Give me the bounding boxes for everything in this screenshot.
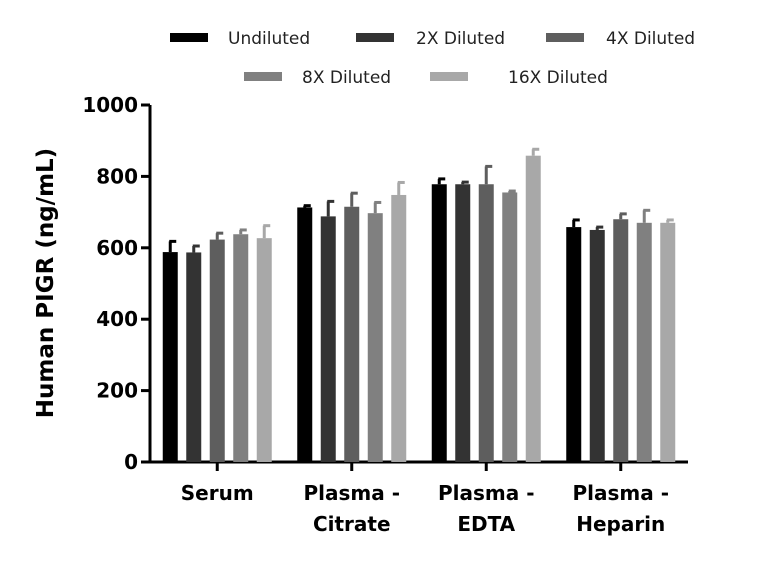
bar — [209, 239, 225, 462]
legend: Undiluted 2X Diluted 4X Diluted 8X Diluted 1… — [170, 29, 695, 88]
y-tick-label: 200 — [96, 379, 138, 403]
bar — [478, 184, 494, 462]
bar — [589, 229, 605, 462]
x-tick-label: Heparin — [576, 512, 665, 536]
bar — [344, 206, 360, 462]
legend-swatch — [244, 72, 282, 81]
legend-label: 16X Diluted — [508, 68, 608, 88]
y-tick-label: 600 — [96, 236, 138, 260]
x-tick-label: Serum — [181, 481, 254, 505]
bar — [367, 213, 383, 462]
x-tick-label: Plasma - — [303, 481, 400, 505]
y-tick-label: 0 — [124, 450, 138, 474]
bar — [233, 234, 249, 462]
bars — [162, 147, 676, 463]
y-axis-title: Human PIGR (ng/mL) — [33, 148, 59, 418]
legend-swatch — [546, 33, 584, 42]
bar — [256, 238, 272, 462]
x-tick-label: Citrate — [313, 512, 391, 536]
legend-label: 8X Diluted — [302, 68, 391, 88]
bar — [502, 192, 518, 462]
bar — [636, 222, 652, 462]
legend-swatch — [356, 33, 394, 42]
legend-swatch — [430, 72, 468, 81]
bar — [162, 252, 178, 462]
legend-label: Undiluted — [228, 29, 310, 49]
bar — [566, 227, 582, 462]
y-axis: 0 200 400 600 800 1000 — [82, 93, 152, 474]
bar — [320, 216, 336, 462]
legend-label: 2X Diluted — [416, 29, 505, 49]
y-tick-label: 400 — [96, 307, 138, 331]
y-tick-label: 1000 — [82, 93, 138, 117]
bar — [391, 194, 407, 463]
x-axis: Serum Plasma - Citrate Plasma - EDTA Plasma -… — [150, 460, 688, 536]
x-tick-label: Plasma - — [572, 481, 669, 505]
bar — [525, 155, 541, 462]
bar — [186, 252, 202, 462]
bar — [613, 219, 629, 462]
legend-label: 4X Diluted — [606, 29, 695, 49]
bar — [660, 222, 676, 462]
legend-swatch — [170, 33, 208, 42]
x-tick-label: Plasma - — [438, 481, 535, 505]
bar — [455, 184, 471, 462]
bar — [297, 207, 313, 462]
y-tick-label: 800 — [96, 164, 138, 188]
x-tick-label: EDTA — [457, 512, 515, 536]
bar — [431, 184, 447, 462]
